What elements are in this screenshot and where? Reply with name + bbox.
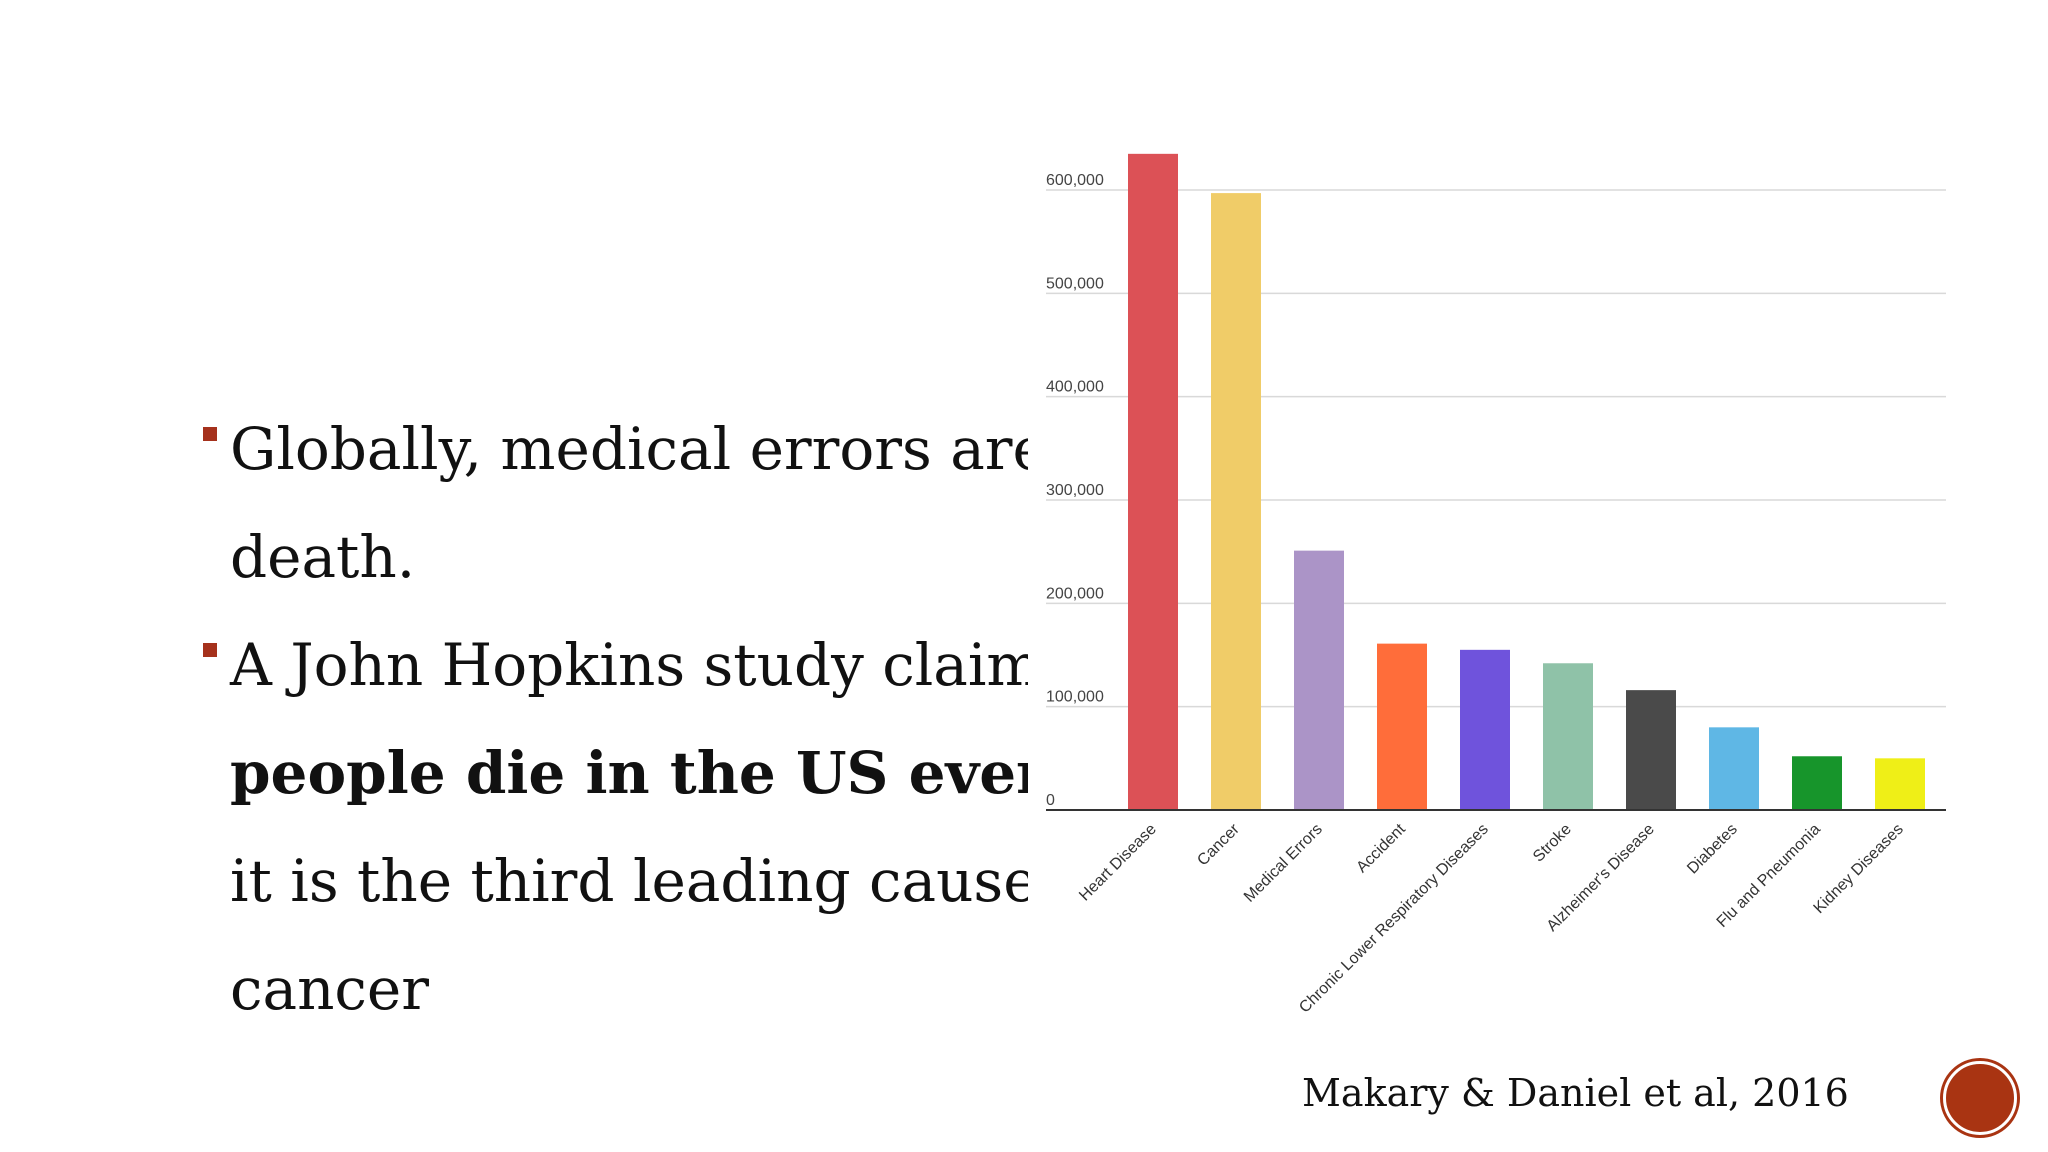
bar <box>1294 550 1344 810</box>
bar <box>1377 643 1427 810</box>
bar <box>1875 758 1925 810</box>
bullet-list: Globally, medical errors are o death. A Jo… <box>198 395 1028 1043</box>
bullet-line: cancer <box>230 955 429 1023</box>
x-tick-label: Accident <box>1353 820 1409 876</box>
bar <box>1792 756 1842 810</box>
x-tick-label: Chronic Lower Respiratory Diseases <box>1296 821 1492 1017</box>
bar <box>1128 153 1178 811</box>
bar <box>1626 690 1676 810</box>
y-tick-label: 500,000 <box>1046 275 1104 292</box>
x-tick-label: Heart Disease <box>1076 821 1160 905</box>
x-tick-label: Stroke <box>1530 821 1575 866</box>
bullet-line: people die in the US every y <box>230 739 1028 807</box>
x-tick-label: Cancer <box>1194 820 1243 869</box>
bar <box>1211 193 1261 811</box>
bar <box>1543 663 1593 810</box>
y-tick-label: 600,000 <box>1046 172 1104 189</box>
bar <box>1709 727 1759 810</box>
bullet-item: Globally, medical errors are o death. <box>198 395 1028 611</box>
bullet-item: A John Hopkins study claims t people die … <box>198 611 1028 1043</box>
bullet-line: it is the third leading cause of <box>230 847 1028 915</box>
page-number-circle <box>1943 1061 2017 1135</box>
y-tick-label: 300,000 <box>1046 482 1104 499</box>
bullet-line: death. <box>230 523 416 591</box>
citation: Makary & Daniel et al, 2016 <box>1302 1071 1849 1115</box>
x-tick-label: Kidney Diseases <box>1811 821 1907 917</box>
bullet-marker-icon <box>203 643 217 657</box>
y-tick-label: 400,000 <box>1046 379 1104 396</box>
y-tick-label: 100,000 <box>1046 689 1104 706</box>
bullet-marker-icon <box>203 427 217 441</box>
bullet-line: A John Hopkins study claims t <box>230 631 1028 699</box>
y-tick-label: 0 <box>1046 792 1055 809</box>
bullet-line: Globally, medical errors are o <box>230 415 1028 483</box>
y-tick-label: 200,000 <box>1046 585 1104 602</box>
bar <box>1460 649 1510 810</box>
x-tick-label: Diabetes <box>1684 821 1741 878</box>
x-tick-label: Medical Errors <box>1241 821 1326 906</box>
